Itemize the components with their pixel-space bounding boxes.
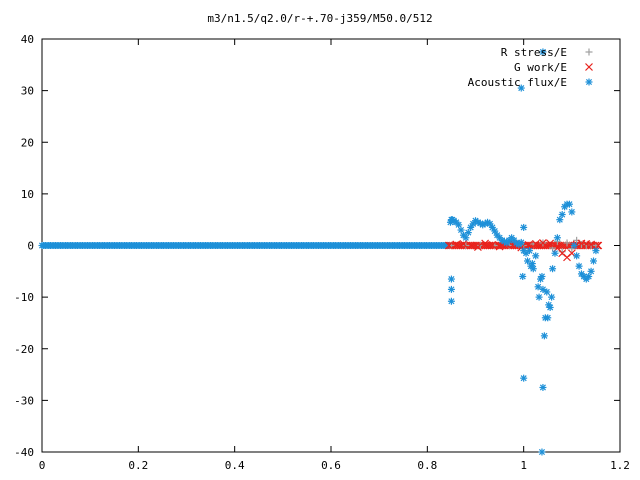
g-work-point [481, 239, 490, 248]
x-tick-label: 0.4 [225, 459, 245, 472]
g-work-point [488, 241, 497, 249]
r-stress-point [563, 239, 571, 247]
acoustic-flux-point [520, 247, 528, 255]
y-tick-label: 40 [21, 33, 34, 46]
acoustic-flux-point [447, 297, 455, 305]
acoustic-flux-point [544, 314, 552, 322]
acoustic-flux-point [539, 285, 547, 293]
acoustic-flux-point [543, 288, 551, 296]
acoustic-flux-point [556, 216, 564, 224]
y-tick-label: 30 [21, 85, 34, 98]
legend-marker [585, 63, 593, 71]
legend-marker [585, 48, 593, 56]
g-work-point [524, 241, 533, 249]
acoustic-flux-point [519, 272, 527, 280]
acoustic-flux-point [553, 234, 561, 242]
legend: R stress/E G work/E Acoustic flux/E [468, 46, 593, 89]
acoustic-flux-point [558, 211, 566, 219]
acoustic-flux-point [462, 234, 470, 242]
acoustic-flux-point [520, 374, 528, 382]
acoustic-flux-point [532, 252, 540, 260]
acoustic-flux-point [538, 272, 546, 280]
acoustic-flux-point [447, 285, 455, 293]
y-tick-label: 20 [21, 136, 34, 149]
legend-label: G work/E [514, 61, 567, 74]
g-work-point [445, 241, 453, 250]
r-stress-point [577, 240, 585, 248]
acoustic-flux-point [573, 252, 581, 260]
g-work-point [587, 240, 596, 249]
acoustic-flux-point [539, 383, 547, 391]
legend-label: R stress/E [501, 46, 567, 59]
acoustic-flux-point [549, 265, 557, 273]
acoustic-flux-point [587, 267, 595, 275]
y-tick-label: -10 [14, 291, 34, 304]
acoustic-flux-point [548, 293, 556, 301]
g-work-point [466, 241, 475, 250]
acoustic-flux-point [517, 238, 525, 246]
g-work-point [452, 240, 461, 249]
y-tick-label: -40 [14, 446, 34, 459]
acoustic-flux-point [551, 249, 559, 257]
g-work-point [546, 239, 555, 248]
g-work-point [473, 243, 482, 251]
y-tick-label: -30 [14, 394, 34, 407]
chart-title: m3/n1.5/q2.0/r-+.70-j359/M50.0/512 [207, 12, 432, 25]
g-work-point [459, 240, 468, 248]
acoustic-flux-point [517, 84, 525, 92]
acoustic-flux-point [570, 242, 578, 249]
acoustic-flux-point [488, 223, 496, 231]
g-work-point [495, 242, 504, 251]
acoustic-flux-point [535, 293, 543, 301]
acoustic-flux-point [539, 48, 547, 56]
data-points [38, 48, 603, 456]
y-tick-label: 10 [21, 188, 34, 201]
acoustic-flux-point [520, 223, 528, 231]
legend-label: Acoustic flux/E [468, 76, 567, 89]
acoustic-flux-point [568, 208, 576, 216]
axis-ticks: 0 0.2 0.4 0.6 0.8 1 1.2 40 30 20 10 0 -10 -20 -30 -40 [14, 33, 630, 472]
y-tick-label: -20 [14, 343, 34, 356]
x-tick-label: 0.6 [321, 459, 341, 472]
acoustic-flux-point [467, 223, 475, 231]
g-work-point [531, 240, 540, 248]
acoustic-flux-point [457, 226, 465, 234]
acoustic-flux-point [447, 275, 455, 283]
x-tick-label: 0.2 [128, 459, 148, 472]
acoustic-flux-point [565, 200, 573, 208]
r-stress-point [462, 242, 470, 249]
acoustic-flux-point [592, 247, 600, 255]
y-tick-label: 0 [27, 240, 34, 253]
x-tick-label: 1.2 [610, 459, 630, 472]
acoustic-flux-point [486, 220, 494, 228]
acoustic-flux-point [538, 448, 546, 456]
x-tick-label: 1 [520, 459, 527, 472]
x-tick-label: 0 [39, 459, 46, 472]
x-tick-label: 0.8 [417, 459, 437, 472]
g-work-point [539, 238, 547, 247]
acoustic-flux-point [464, 229, 472, 237]
acoustic-flux-point [528, 260, 536, 268]
acoustic-flux-point [540, 332, 548, 340]
legend-marker [585, 78, 593, 86]
acoustic-flux-point [546, 303, 554, 311]
acoustic-flux-point [575, 262, 583, 270]
acoustic-flux-point [529, 265, 537, 273]
acoustic-flux-point [590, 257, 598, 265]
